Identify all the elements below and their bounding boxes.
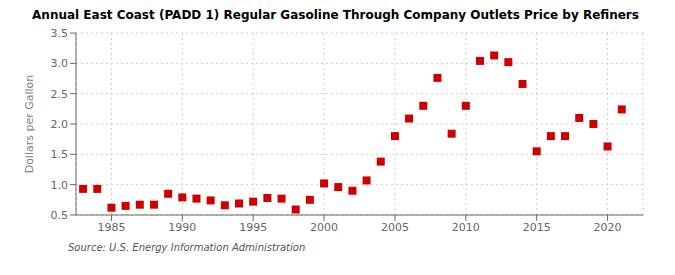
svg-text:2010: 2010 — [452, 221, 480, 234]
html-text:Source: U.S. Energy Informatio: Source: U.S. Energy Information Administ… — [68, 242, 306, 253]
svg-text:0.5: 0.5 — [51, 209, 69, 222]
svg-text:1990: 1990 — [168, 221, 196, 234]
svg-text:2005: 2005 — [381, 221, 409, 234]
svg-text:2.5: 2.5 — [51, 88, 69, 101]
svg-text:2.0: 2.0 — [51, 118, 69, 131]
html-text:Annual East Coast (PADD 1) Reg: Annual East Coast (PADD 1) Regular Gasol… — [32, 8, 639, 22]
svg-text:3.5: 3.5 — [51, 27, 69, 40]
svg-text:2015: 2015 — [523, 221, 551, 234]
svg-text:3.0: 3.0 — [51, 57, 69, 70]
svg-text:2000: 2000 — [310, 221, 338, 234]
svg-text:2020: 2020 — [594, 221, 622, 234]
svg-text:1995: 1995 — [239, 221, 267, 234]
svg-text:1985: 1985 — [97, 221, 125, 234]
svg-text:1.0: 1.0 — [51, 179, 69, 192]
svg-text:1.5: 1.5 — [51, 148, 69, 161]
svg-text:Dollars per Gallon: Dollars per Gallon — [23, 75, 36, 174]
